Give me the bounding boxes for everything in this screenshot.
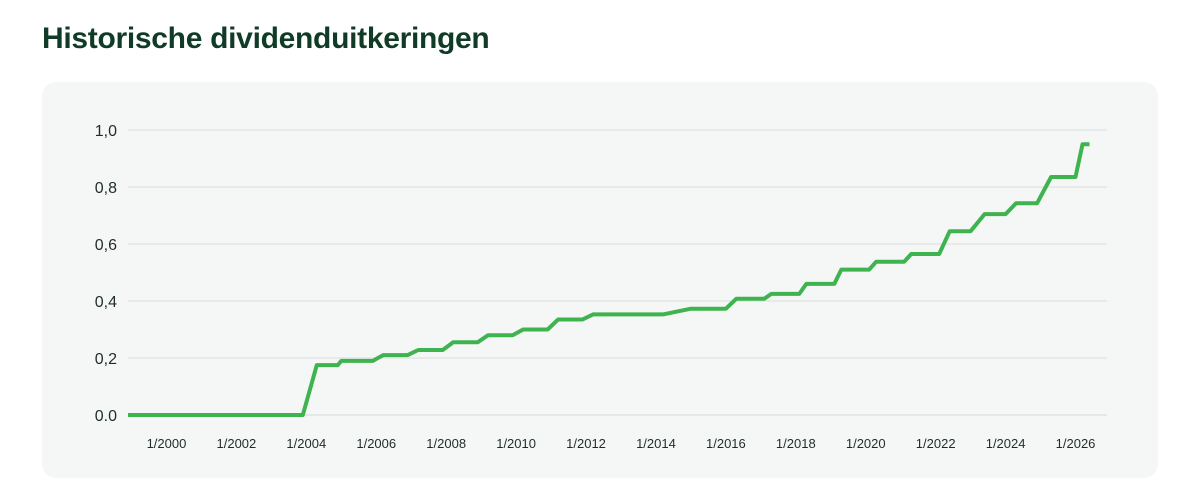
series-line-0 — [128, 142, 1090, 417]
y-tick-label: 0,2 — [95, 351, 117, 368]
x-tick-label: 1/2026 — [1056, 436, 1096, 451]
x-tick-label: 1/2018 — [776, 436, 816, 451]
chart-card — [42, 82, 1158, 478]
x-tick-label: 1/2014 — [636, 436, 676, 451]
y-tick-label: 0,6 — [95, 237, 117, 254]
x-tick-label: 1/2000 — [147, 436, 187, 451]
x-tick-label: 1/2008 — [426, 436, 466, 451]
y-tick-label: 0.0 — [95, 408, 117, 425]
x-tick-label: 1/2016 — [706, 436, 746, 451]
grid-lines — [128, 129, 1107, 416]
x-tick-label: 1/2024 — [986, 436, 1026, 451]
x-tick-label: 1/2004 — [286, 436, 326, 451]
x-tick-label: 1/2012 — [566, 436, 606, 451]
y-axis-ticks: 0.0 0,2 0,4 0,6 0,8 1,0 — [95, 123, 117, 425]
x-tick-label: 1/2006 — [356, 436, 396, 451]
x-tick-label: 1/2010 — [496, 436, 536, 451]
y-tick-label: 0,4 — [95, 294, 117, 311]
y-tick-label: 1,0 — [95, 123, 117, 140]
series-layer — [128, 142, 1090, 417]
page-title: Historische dividenduitkeringen — [42, 22, 490, 55]
x-tick-label: 1/2002 — [217, 436, 257, 451]
x-tick-label: 1/2022 — [916, 436, 956, 451]
x-axis-ticks: 1/2000 1/2002 1/2004 1/2006 1/2008 1/2010 1/20… — [147, 436, 1096, 451]
x-tick-label: 1/2020 — [846, 436, 886, 451]
y-tick-label: 0,8 — [95, 180, 117, 197]
